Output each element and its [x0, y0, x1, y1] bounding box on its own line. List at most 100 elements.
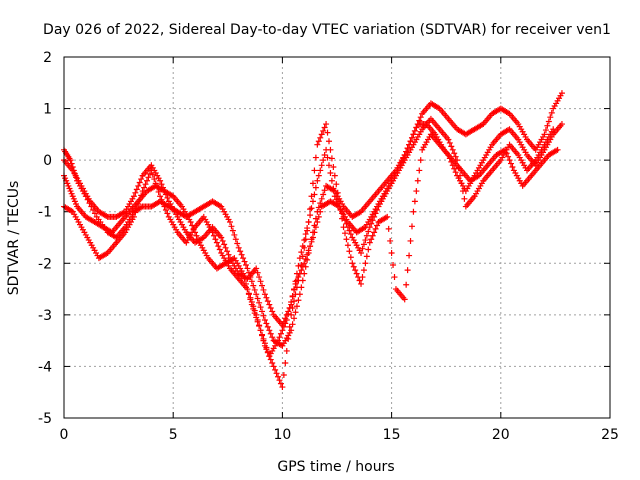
- data-point: [315, 172, 322, 179]
- data-point: [293, 270, 300, 277]
- data-point: [253, 291, 260, 298]
- y-tick-label: -5: [38, 411, 52, 427]
- data-point: [291, 315, 298, 322]
- data-point: [411, 198, 418, 205]
- data-point: [403, 281, 410, 288]
- data-point: [289, 293, 296, 300]
- data-point: [295, 274, 302, 281]
- data-points: [61, 90, 565, 391]
- data-point: [67, 157, 74, 164]
- data-point: [407, 237, 414, 244]
- data-point: [288, 327, 295, 334]
- data-point: [279, 384, 286, 391]
- data-point: [362, 237, 369, 244]
- data-point: [158, 181, 165, 188]
- data-point: [369, 217, 376, 224]
- data-point: [248, 301, 255, 308]
- data-point: [333, 181, 340, 188]
- data-point: [133, 186, 140, 193]
- y-tick-label: 0: [43, 153, 52, 169]
- data-point: [158, 196, 165, 203]
- data-point: [369, 232, 376, 239]
- data-point: [261, 340, 268, 347]
- data-point: [253, 314, 260, 321]
- data-point: [162, 206, 169, 213]
- data-point: [257, 278, 264, 285]
- data-point: [151, 176, 158, 183]
- data-point: [291, 298, 298, 305]
- data-point: [275, 373, 282, 380]
- data-point: [273, 370, 280, 377]
- data-point: [91, 210, 98, 217]
- data-point: [141, 184, 148, 191]
- data-point: [190, 225, 197, 232]
- data-point: [320, 157, 327, 164]
- data-point: [251, 310, 258, 317]
- data-point: [221, 241, 228, 248]
- y-tick-label: -1: [38, 205, 52, 221]
- data-point: [251, 286, 258, 293]
- data-point: [267, 304, 274, 311]
- data-point: [366, 224, 373, 231]
- tick-labels: 0 5 10 15 20 25 -5 -4 -3 -2 -1 0 1 2: [38, 50, 619, 443]
- data-point: [408, 223, 415, 230]
- data-point: [339, 210, 346, 217]
- data-point: [350, 263, 357, 270]
- data-point: [321, 124, 328, 131]
- data-point: [225, 251, 232, 258]
- data-point: [413, 188, 420, 195]
- data-point: [365, 228, 372, 235]
- data-point: [260, 286, 267, 293]
- y-tick-label: -3: [38, 308, 52, 324]
- data-point: [298, 267, 305, 274]
- data-point: [323, 121, 330, 128]
- data-point: [311, 191, 318, 198]
- data-point: [264, 298, 271, 305]
- data-point: [286, 323, 293, 330]
- data-point: [308, 205, 315, 212]
- data-point: [331, 193, 338, 200]
- data-point: [417, 114, 424, 121]
- data-point: [309, 234, 316, 241]
- data-point: [336, 203, 343, 210]
- data-point: [317, 167, 324, 174]
- data-point: [291, 286, 298, 293]
- data-point: [263, 294, 270, 301]
- data-point: [288, 301, 295, 308]
- data-point: [459, 188, 466, 195]
- data-point: [411, 127, 418, 134]
- x-tick-label: 10: [273, 427, 291, 443]
- data-point: [283, 347, 290, 354]
- data-point: [298, 249, 305, 256]
- data-point: [222, 244, 229, 251]
- data-point: [245, 291, 252, 298]
- data-point: [308, 238, 315, 245]
- chart-title: Day 026 of 2022, Sidereal Day-to-day VTE…: [43, 22, 611, 38]
- data-point: [330, 185, 337, 192]
- data-point: [189, 222, 196, 229]
- data-point: [544, 122, 551, 129]
- data-point: [413, 124, 420, 131]
- data-point: [277, 330, 284, 337]
- data-point: [340, 213, 347, 220]
- data-point: [293, 303, 300, 310]
- data-point: [267, 356, 274, 363]
- data-point: [391, 274, 398, 281]
- data-point: [228, 223, 235, 230]
- data-point: [457, 172, 464, 179]
- data-point: [193, 232, 200, 239]
- data-point: [387, 237, 394, 244]
- data-point: [132, 189, 139, 196]
- data-point: [302, 255, 309, 262]
- data-point: [401, 296, 408, 303]
- data-point: [317, 134, 324, 141]
- data-point: [136, 179, 143, 186]
- data-point: [250, 305, 257, 312]
- data-point: [276, 377, 283, 384]
- data-point: [366, 239, 373, 246]
- data-point: [231, 231, 238, 238]
- data-point: [164, 194, 171, 201]
- data-point: [315, 213, 322, 220]
- data-point: [509, 164, 516, 171]
